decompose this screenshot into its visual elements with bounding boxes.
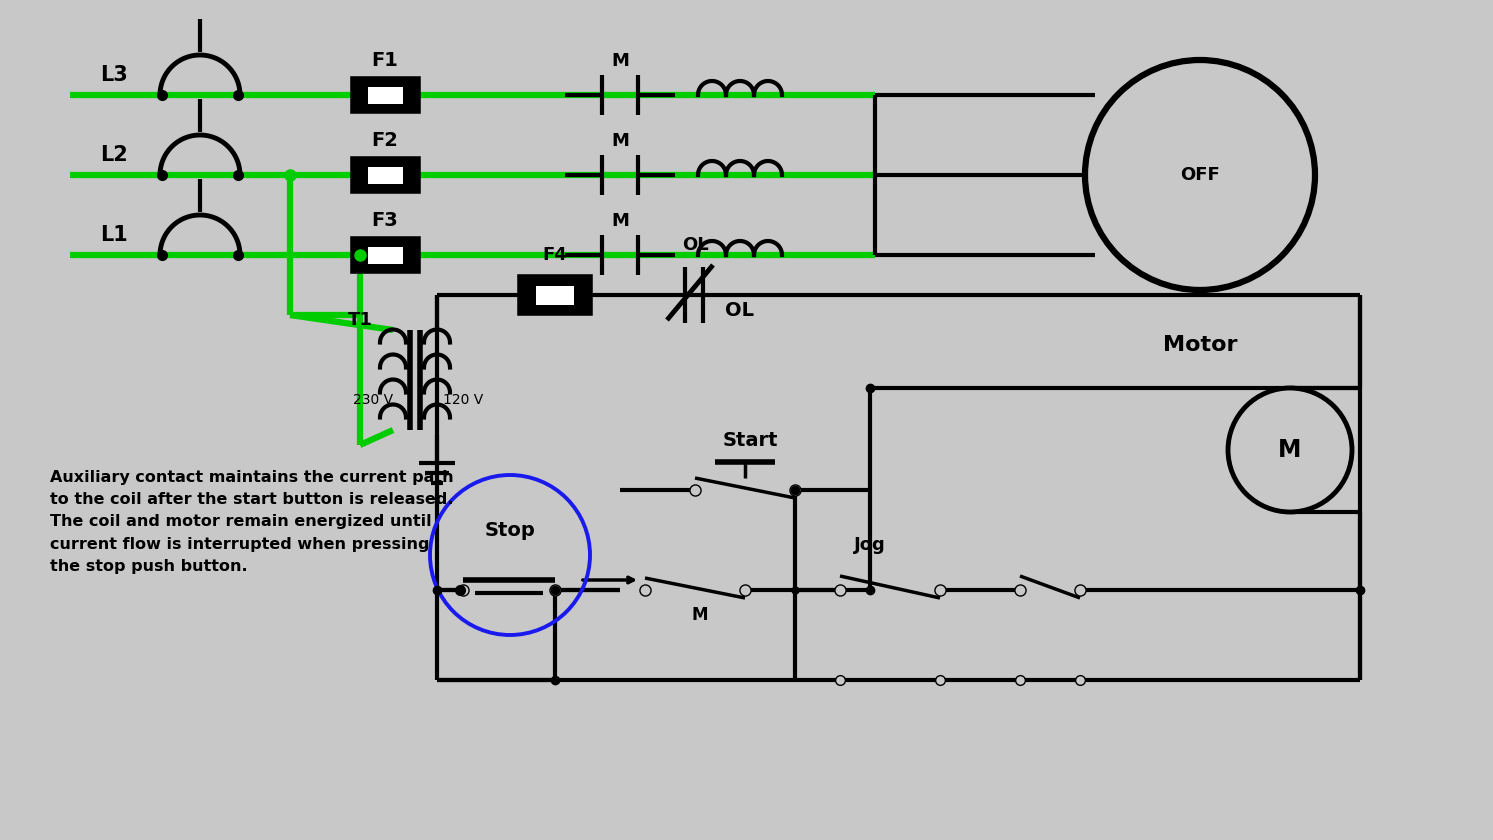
Bar	[367, 247, 403, 264]
Text: 120 V: 120 V	[443, 393, 484, 407]
Text: Jog: Jog	[854, 536, 885, 554]
Text: T1: T1	[348, 311, 372, 329]
Text: OL: OL	[682, 236, 708, 254]
Text: L2: L2	[100, 145, 128, 165]
Text: M: M	[611, 52, 629, 70]
Text: M: M	[1278, 438, 1302, 462]
Text: M: M	[611, 212, 629, 230]
Text: F2: F2	[372, 132, 399, 150]
Text: Motor: Motor	[1163, 335, 1238, 355]
Text: M: M	[691, 606, 708, 624]
Bar	[352, 239, 418, 271]
Text: L3: L3	[100, 65, 128, 85]
Text: F1: F1	[372, 51, 399, 71]
Text: 230 V: 230 V	[352, 393, 393, 407]
Text: Start: Start	[723, 430, 778, 449]
Text: OL: OL	[726, 301, 754, 319]
Text: Auxiliary contact maintains the current path
to the coil after the start button : Auxiliary contact maintains the current …	[49, 470, 454, 574]
Circle shape	[1085, 60, 1315, 290]
Bar	[352, 79, 418, 111]
Text: F4: F4	[542, 246, 567, 264]
Text: L1: L1	[100, 225, 128, 245]
Text: F3: F3	[372, 212, 399, 230]
Bar	[520, 277, 590, 313]
Bar	[367, 87, 403, 104]
Bar	[367, 167, 403, 184]
Circle shape	[1229, 388, 1353, 512]
Bar	[536, 286, 573, 305]
Text: M: M	[611, 132, 629, 150]
Text: OFF: OFF	[1179, 166, 1220, 184]
Text: Stop: Stop	[485, 521, 536, 539]
Bar	[352, 159, 418, 191]
